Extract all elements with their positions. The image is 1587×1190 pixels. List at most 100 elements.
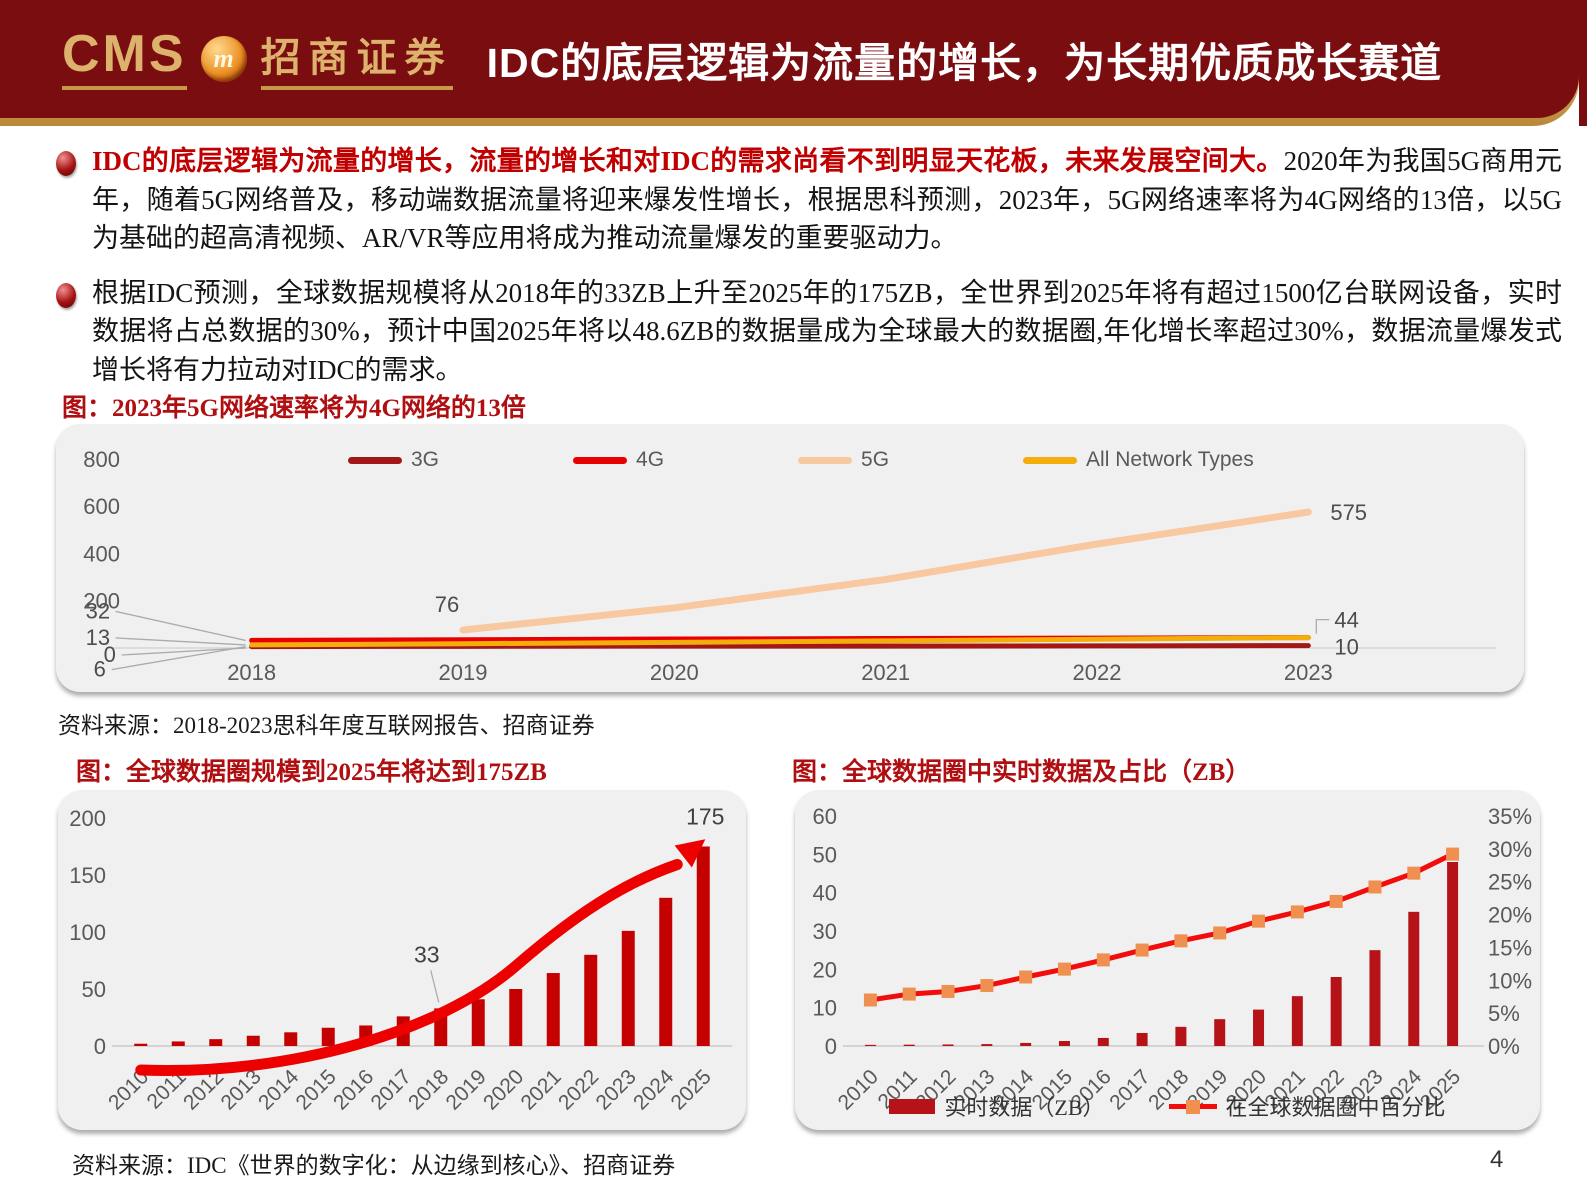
bullet-body: 根据IDC预测，全球数据规模将从2018年的33ZB上升至2025年的175ZB… bbox=[92, 277, 1562, 386]
svg-text:2015: 2015 bbox=[291, 1065, 340, 1114]
line-marker-swatch-icon bbox=[1168, 1099, 1217, 1114]
svg-text:2018: 2018 bbox=[227, 660, 276, 685]
page-title: IDC的底层逻辑为流量的增长，为长期优质成长赛道 bbox=[486, 40, 1443, 86]
svg-text:6: 6 bbox=[94, 657, 106, 682]
bullet-sphere-icon bbox=[56, 282, 76, 308]
chart3-panel: 0 10 20 30 40 50 60 0% 5% 10% 15% 20% 25% 30% 35% 2010 2… bbox=[795, 790, 1540, 1130]
svg-text:2022: 2022 bbox=[554, 1065, 603, 1114]
chart3-legend: 实时数据（ZB） 在全球数据圈中百分比 bbox=[795, 1090, 1540, 1122]
svg-text:800: 800 bbox=[83, 447, 120, 472]
svg-text:76: 76 bbox=[435, 592, 459, 617]
header-band: CMS m 招商证券 IDC的底层逻辑为流量的增长，为长期优质成长赛道 bbox=[0, 0, 1579, 118]
header-right-edge bbox=[1579, 0, 1587, 126]
svg-text:2019: 2019 bbox=[439, 660, 488, 685]
svg-text:30%: 30% bbox=[1488, 837, 1532, 862]
chart1-legend-label: 5G bbox=[861, 448, 890, 471]
bar-swatch-icon bbox=[889, 1098, 936, 1114]
svg-text:200: 200 bbox=[69, 806, 106, 831]
chart1-panel: 200 400 600 800 2018 2019 2020 2021 2022 2023 32 13… bbox=[56, 424, 1524, 692]
svg-text:10%: 10% bbox=[1488, 968, 1532, 993]
cms-logo-chinese-name: 招商证券 bbox=[260, 38, 453, 90]
svg-text:30: 30 bbox=[813, 919, 837, 944]
svg-text:20: 20 bbox=[813, 957, 837, 982]
svg-text:2014: 2014 bbox=[254, 1065, 304, 1115]
chart2-bar-chart: 0501001502002010201120122013201420152016… bbox=[69, 804, 732, 1115]
svg-text:0: 0 bbox=[94, 1034, 106, 1059]
chart1-line-chart: 200 400 600 800 2018 2019 2020 2021 2022 2023 3213… bbox=[83, 447, 1496, 685]
svg-text:5%: 5% bbox=[1488, 1001, 1520, 1026]
svg-text:2022: 2022 bbox=[1073, 660, 1122, 685]
svg-text:40: 40 bbox=[813, 881, 837, 906]
chart3-legend-bars: 实时数据（ZB） bbox=[889, 1090, 1105, 1122]
chart1-legend-item: 4G bbox=[573, 448, 664, 472]
chart3-title: 图：全球数据圈中实时数据及占比（ZB） bbox=[792, 759, 1251, 786]
chart3-legend-line: 在全球数据圈中百分比 bbox=[1168, 1090, 1446, 1122]
chart2-title: 图：全球数据圈规模到2025年将达到175ZB bbox=[76, 759, 547, 786]
svg-text:200: 200 bbox=[83, 589, 120, 614]
svg-text:50: 50 bbox=[813, 842, 837, 867]
chart1-legend-label: 3G bbox=[411, 448, 440, 471]
svg-text:2023: 2023 bbox=[1284, 660, 1333, 685]
cms-logo: CMS m 招商证券 bbox=[62, 28, 453, 90]
svg-text:2016: 2016 bbox=[329, 1065, 378, 1114]
chart3-combo-chart: 01020304050600%5%10%15%20%25%30%35%20102… bbox=[813, 804, 1533, 1115]
cms-logo-globe-icon: m bbox=[200, 36, 247, 82]
bullet-item: 根据IDC预测，全球数据规模将从2018年的33ZB上升至2025年的175ZB… bbox=[56, 274, 1562, 390]
line-swatch-icon bbox=[1023, 456, 1078, 464]
svg-text:2018: 2018 bbox=[404, 1065, 453, 1114]
chart3-legend-line-label: 在全球数据圈中百分比 bbox=[1225, 1095, 1446, 1120]
chart1-legend-item: All Network Types bbox=[1023, 448, 1254, 472]
svg-text:2021: 2021 bbox=[861, 660, 910, 685]
chart1-legend-item: 3G bbox=[348, 448, 439, 472]
svg-text:25%: 25% bbox=[1488, 870, 1532, 895]
chart1-legend-item: 5G bbox=[798, 448, 889, 472]
svg-text:2021: 2021 bbox=[516, 1065, 565, 1114]
svg-text:2017: 2017 bbox=[366, 1065, 415, 1114]
line-swatch-icon bbox=[348, 456, 402, 464]
svg-text:15%: 15% bbox=[1488, 935, 1532, 960]
chart1-legend-label: All Network Types bbox=[1086, 448, 1254, 471]
svg-text:150: 150 bbox=[69, 863, 106, 888]
source-chart1: 资料来源：2018-2023思科年度互联网报告、招商证券 bbox=[58, 713, 595, 738]
svg-text:10: 10 bbox=[813, 996, 837, 1021]
bullet-lead: IDC的底层逻辑为流量的增长，流量的增长和对IDC的需求尚看不到明显天花板，未来… bbox=[92, 146, 1284, 176]
chart1-title: 图：2023年5G网络速率将为4G网络的13倍 bbox=[62, 395, 526, 422]
svg-text:2025: 2025 bbox=[666, 1065, 715, 1114]
source-bottom: 资料来源：IDC《世界的数字化：从边缘到核心》、招商证券 bbox=[72, 1153, 676, 1178]
svg-text:2019: 2019 bbox=[441, 1065, 490, 1114]
svg-text:32: 32 bbox=[86, 598, 110, 623]
bullet-text: 根据IDC预测，全球数据规模将从2018年的33ZB上升至2025年的175ZB… bbox=[92, 274, 1562, 390]
svg-text:600: 600 bbox=[83, 494, 120, 519]
chart1-legend: 3G 4G 5G All Network Types bbox=[348, 448, 1254, 472]
svg-text:60: 60 bbox=[813, 804, 837, 829]
svg-text:0: 0 bbox=[104, 642, 116, 667]
chart1-legend-label: 4G bbox=[636, 448, 665, 471]
svg-text:44: 44 bbox=[1334, 608, 1358, 633]
svg-text:10: 10 bbox=[1334, 635, 1358, 660]
svg-text:50: 50 bbox=[82, 977, 106, 1002]
svg-text:575: 575 bbox=[1330, 500, 1367, 525]
bullet-list: IDC的底层逻辑为流量的增长，流量的增长和对IDC的需求尚看不到明显天花板，未来… bbox=[56, 142, 1562, 406]
svg-text:0%: 0% bbox=[1488, 1034, 1520, 1059]
chart2-panel: 0 50 100 150 200 2010 2011 2012 2013 2014 2015 2016… bbox=[58, 790, 746, 1130]
svg-text:2024: 2024 bbox=[629, 1065, 679, 1115]
bullet-body: 2020年为我国5G商用元年，随着5G网络普及，移动端数据流量将迎来爆发性增长，… bbox=[92, 146, 1562, 254]
svg-text:13: 13 bbox=[86, 625, 110, 650]
cms-logo-text: CMS bbox=[62, 28, 187, 90]
svg-text:175: 175 bbox=[686, 804, 724, 830]
svg-text:20%: 20% bbox=[1488, 903, 1532, 928]
svg-text:2020: 2020 bbox=[479, 1065, 528, 1114]
svg-text:400: 400 bbox=[83, 541, 120, 566]
line-swatch-icon bbox=[573, 456, 628, 464]
bullet-item: IDC的底层逻辑为流量的增长，流量的增长和对IDC的需求尚看不到明显天花板，未来… bbox=[56, 142, 1562, 258]
bullet-text: IDC的底层逻辑为流量的增长，流量的增长和对IDC的需求尚看不到明显天花板，未来… bbox=[92, 142, 1562, 258]
svg-text:0: 0 bbox=[825, 1034, 837, 1059]
chart3-legend-bars-label: 实时数据（ZB） bbox=[944, 1095, 1105, 1120]
svg-text:2023: 2023 bbox=[591, 1065, 640, 1114]
svg-text:33: 33 bbox=[414, 941, 440, 967]
line-swatch-icon bbox=[798, 456, 853, 464]
svg-text:35%: 35% bbox=[1488, 804, 1532, 829]
page-number: 4 bbox=[1490, 1146, 1504, 1173]
svg-text:100: 100 bbox=[69, 920, 106, 945]
